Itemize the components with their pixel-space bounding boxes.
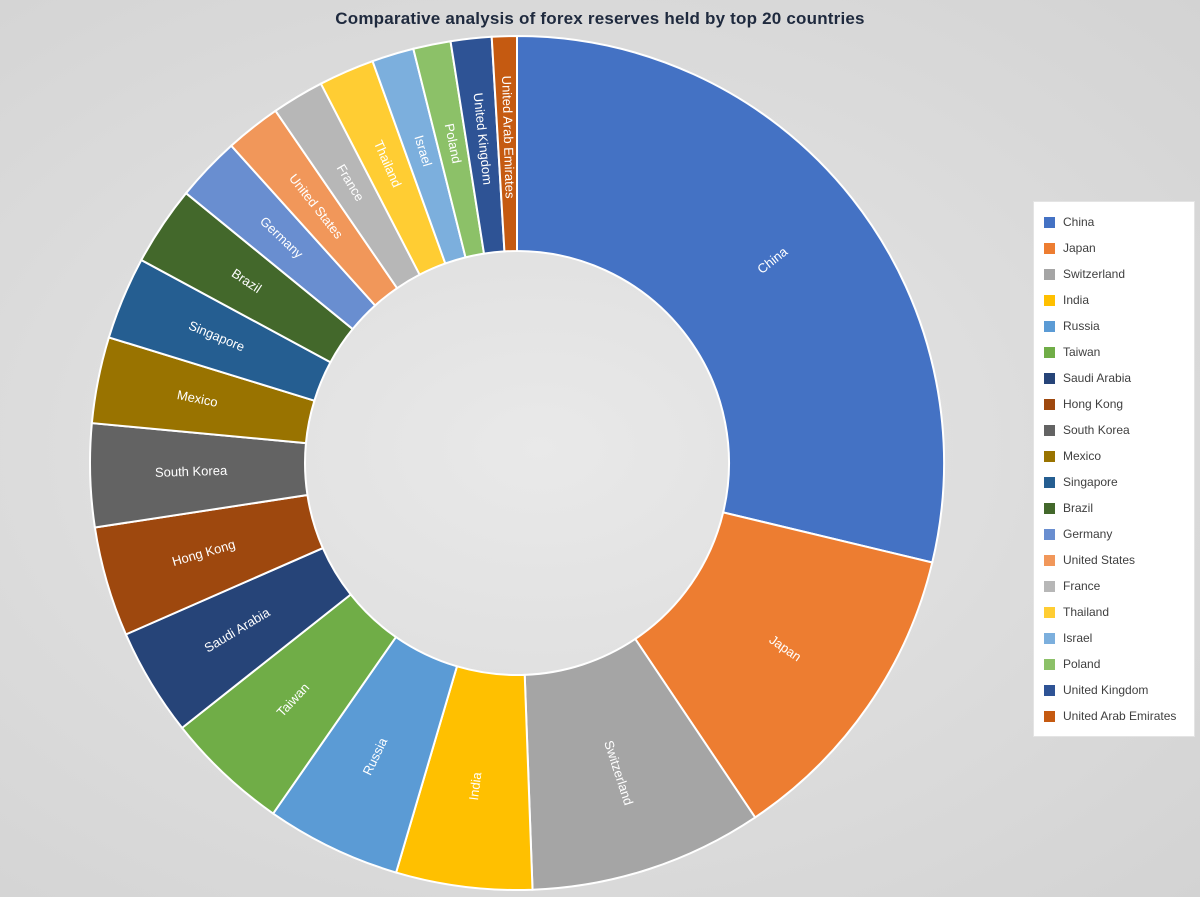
legend-swatch-singapore	[1044, 476, 1055, 488]
legend-item-united-kingdom: United Kingdom	[1044, 677, 1188, 703]
legend-swatch-saudi-arabia	[1044, 372, 1055, 384]
slice-label-india: India	[466, 771, 485, 802]
legend-label-taiwan: Taiwan	[1063, 345, 1101, 359]
legend-items: China Japan Switzerland India Russia Taiwan Sa…	[1044, 209, 1188, 729]
legend-item-japan: Japan	[1044, 235, 1188, 261]
legend-swatch-germany	[1044, 528, 1055, 540]
legend-item-poland: Poland	[1044, 651, 1188, 677]
legend-label-hong-kong: Hong Kong	[1063, 397, 1124, 411]
legend-swatch-south-korea	[1044, 424, 1055, 436]
legend-label-thailand: Thailand	[1063, 605, 1110, 619]
legend-swatch-switzerland	[1044, 268, 1055, 280]
legend-swatch-united-states	[1044, 554, 1055, 566]
chart-title: Comparative analysis of forex reserves h…	[335, 9, 865, 28]
legend-label-germany: Germany	[1063, 527, 1113, 541]
legend-item-hong-kong: Hong Kong	[1044, 391, 1188, 417]
legend-item-south-korea: South Korea	[1044, 417, 1188, 443]
legend-label-united-kingdom: United Kingdom	[1063, 683, 1149, 697]
legend-swatch-japan	[1044, 242, 1055, 254]
legend-swatch-france	[1044, 580, 1055, 592]
legend-label-israel: Israel	[1063, 631, 1093, 645]
legend-swatch-taiwan	[1044, 346, 1055, 358]
slice-japan	[633, 511, 934, 819]
legend-label-russia: Russia	[1063, 319, 1100, 333]
legend-item-brazil: Brazil	[1044, 495, 1188, 521]
legend-item-russia: Russia	[1044, 313, 1188, 339]
slice-china	[516, 34, 945, 564]
legend-item-thailand: Thailand	[1044, 599, 1188, 625]
legend-item-germany: Germany	[1044, 521, 1188, 547]
legend-label-south-korea: South Korea	[1063, 423, 1130, 437]
legend-label-brazil: Brazil	[1063, 501, 1094, 515]
legend-label-japan: Japan	[1063, 241, 1096, 255]
legend-item-france: France	[1044, 573, 1188, 599]
legend-label-united-arab-emirates: United Arab Emirates	[1063, 709, 1177, 723]
legend-item-singapore: Singapore	[1044, 469, 1188, 495]
legend-swatch-hong-kong	[1044, 398, 1055, 410]
legend-swatch-thailand	[1044, 606, 1055, 618]
legend-swatch-china	[1044, 216, 1055, 228]
slice-label-united-arab-emirates: United Arab Emirates	[499, 75, 518, 199]
legend-item-taiwan: Taiwan	[1044, 339, 1188, 365]
legend-swatch-india	[1044, 294, 1055, 306]
legend-swatch-united-kingdom	[1044, 684, 1055, 696]
legend-item-china: China	[1044, 209, 1188, 235]
legend-item-united-arab-emirates: United Arab Emirates	[1044, 703, 1188, 729]
legend-label-switzerland: Switzerland	[1063, 267, 1126, 281]
legend-label-poland: Poland	[1063, 657, 1101, 671]
legend-item-mexico: Mexico	[1044, 443, 1188, 469]
legend-item-united-states: United States	[1044, 547, 1188, 573]
legend-label-united-states: United States	[1063, 553, 1136, 567]
legend-label-france: France	[1063, 579, 1101, 593]
legend-swatch-israel	[1044, 632, 1055, 644]
legend-label-singapore: Singapore	[1063, 475, 1118, 489]
slice-label-south-korea: South Korea	[155, 463, 228, 480]
legend-swatch-russia	[1044, 320, 1055, 332]
legend-item-india: India	[1044, 287, 1188, 313]
legend-swatch-united-arab-emirates	[1044, 710, 1055, 722]
slice-united-arab-emirates	[490, 34, 518, 253]
legend-label-saudi-arabia: Saudi Arabia	[1063, 371, 1132, 385]
chart-legend: China Japan Switzerland India Russia Taiwan Sa…	[1033, 201, 1195, 737]
legend-item-saudi-arabia: Saudi Arabia	[1044, 365, 1188, 391]
legend-item-switzerland: Switzerland	[1044, 261, 1188, 287]
legend-swatch-brazil	[1044, 502, 1055, 514]
legend-label-india: India	[1063, 293, 1090, 307]
legend-label-mexico: Mexico	[1063, 449, 1102, 463]
legend-label-china: China	[1063, 215, 1095, 229]
legend-item-israel: Israel	[1044, 625, 1188, 651]
legend-swatch-poland	[1044, 658, 1055, 670]
legend-swatch-mexico	[1044, 450, 1055, 462]
